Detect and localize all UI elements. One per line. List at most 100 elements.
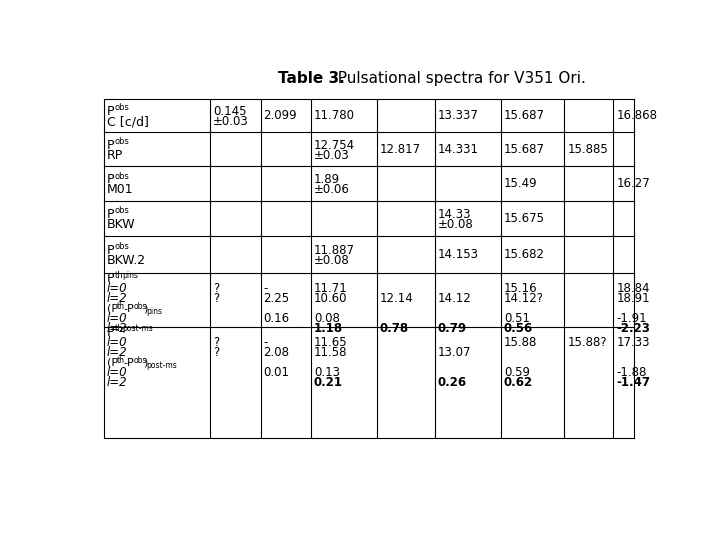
Text: P: P: [107, 244, 114, 257]
Text: 18.91: 18.91: [616, 292, 650, 305]
Text: 14.33: 14.33: [438, 208, 472, 221]
Text: ): ): [143, 358, 147, 368]
Text: 10.60: 10.60: [314, 292, 348, 305]
Text: ?: ?: [213, 346, 220, 359]
Text: obs: obs: [114, 137, 130, 146]
Text: P: P: [107, 326, 114, 339]
Text: obs: obs: [114, 242, 130, 251]
Text: M01: M01: [107, 184, 134, 197]
Text: P: P: [107, 173, 114, 186]
Text: 0.59: 0.59: [504, 366, 530, 379]
Text: 12.817: 12.817: [380, 143, 421, 156]
Text: C [c/d]: C [c/d]: [107, 115, 149, 129]
Text: 18.84: 18.84: [616, 282, 649, 295]
Text: 0.01: 0.01: [264, 366, 289, 379]
Text: P: P: [107, 272, 114, 285]
Text: 16.868: 16.868: [616, 109, 657, 122]
Text: 11.65: 11.65: [314, 336, 348, 349]
Text: P: P: [107, 139, 114, 152]
Text: 14.153: 14.153: [438, 248, 479, 261]
Text: -1.91: -1.91: [616, 313, 647, 326]
Text: pins: pins: [122, 271, 138, 280]
Text: 0.08: 0.08: [314, 313, 340, 326]
Text: ±0.03: ±0.03: [213, 115, 249, 129]
Text: Pulsational spectra for V351 Ori.: Pulsational spectra for V351 Ori.: [328, 71, 586, 86]
Text: (P: (P: [107, 358, 118, 368]
Text: 0.51: 0.51: [504, 313, 530, 326]
Text: -: -: [264, 336, 268, 349]
Text: 0.13: 0.13: [314, 366, 340, 379]
Text: 11.887: 11.887: [314, 244, 355, 257]
Text: l=2: l=2: [107, 346, 127, 359]
Text: ): ): [143, 304, 147, 314]
Text: ?: ?: [213, 336, 220, 349]
Text: 14.12: 14.12: [438, 292, 472, 305]
Text: 12.754: 12.754: [314, 139, 355, 152]
Text: 1.89: 1.89: [314, 173, 340, 186]
Text: th: th: [117, 356, 125, 365]
Text: l=0: l=0: [107, 313, 127, 326]
Text: 15.49: 15.49: [504, 177, 537, 190]
Text: 11.58: 11.58: [314, 346, 348, 359]
Text: 0.16: 0.16: [264, 313, 289, 326]
Text: ?: ?: [213, 282, 220, 295]
Text: 2.08: 2.08: [264, 346, 289, 359]
Text: ±0.06: ±0.06: [314, 184, 350, 197]
Text: 2.099: 2.099: [264, 109, 297, 122]
Text: post-ms: post-ms: [147, 361, 177, 369]
Text: post-ms: post-ms: [122, 325, 153, 333]
Text: 1.18: 1.18: [314, 322, 343, 335]
Text: P: P: [107, 105, 114, 118]
Text: 13.337: 13.337: [438, 109, 479, 122]
Text: 11.780: 11.780: [314, 109, 355, 122]
Text: pins: pins: [147, 307, 163, 316]
Text: 15.687: 15.687: [504, 143, 545, 156]
Text: 0.79: 0.79: [438, 322, 467, 335]
Text: 15.675: 15.675: [504, 212, 545, 225]
Text: P: P: [107, 208, 114, 221]
Text: l=0: l=0: [107, 366, 127, 379]
Text: Table 3.: Table 3.: [279, 71, 345, 86]
Text: l=0: l=0: [107, 336, 127, 349]
Text: th: th: [117, 302, 125, 311]
Text: obs: obs: [114, 206, 130, 215]
Text: 15.885: 15.885: [567, 143, 608, 156]
Text: -1.88: -1.88: [616, 366, 647, 379]
Text: BKW.2: BKW.2: [107, 254, 146, 267]
Text: l=2: l=2: [107, 322, 127, 335]
Text: 2.25: 2.25: [264, 292, 289, 305]
Text: 15.88?: 15.88?: [567, 336, 607, 349]
Text: -P: -P: [123, 358, 134, 368]
Text: ?: ?: [213, 292, 220, 305]
Text: 0.21: 0.21: [314, 375, 343, 389]
Text: (P: (P: [107, 304, 118, 314]
Text: ±0.08: ±0.08: [314, 254, 350, 267]
Text: l=2: l=2: [107, 292, 127, 305]
Text: 16.27: 16.27: [616, 177, 650, 190]
Text: 0.78: 0.78: [380, 322, 409, 335]
Text: 15.88: 15.88: [504, 336, 537, 349]
Text: 0.62: 0.62: [504, 375, 533, 389]
Text: ±0.03: ±0.03: [314, 149, 350, 162]
Text: 12.14: 12.14: [380, 292, 413, 305]
Text: -: -: [264, 282, 268, 295]
Text: 0.56: 0.56: [504, 322, 533, 335]
Text: obs: obs: [114, 172, 130, 180]
Text: th: th: [114, 271, 123, 280]
Text: th: th: [114, 325, 123, 333]
Text: 14.331: 14.331: [438, 143, 479, 156]
Text: obs: obs: [133, 356, 147, 365]
Text: 14.12?: 14.12?: [504, 292, 544, 305]
Text: l=0: l=0: [107, 282, 127, 295]
Text: obs: obs: [114, 104, 130, 112]
Text: -1.47: -1.47: [616, 375, 650, 389]
Text: -P: -P: [123, 304, 134, 314]
Text: ±0.08: ±0.08: [438, 218, 474, 231]
Text: 0.145: 0.145: [213, 105, 247, 118]
Text: 0.26: 0.26: [438, 375, 467, 389]
Text: 11.71: 11.71: [314, 282, 348, 295]
Text: 17.33: 17.33: [616, 336, 649, 349]
Text: BKW: BKW: [107, 218, 135, 231]
Text: -2.23: -2.23: [616, 322, 650, 335]
Text: RP: RP: [107, 149, 123, 162]
